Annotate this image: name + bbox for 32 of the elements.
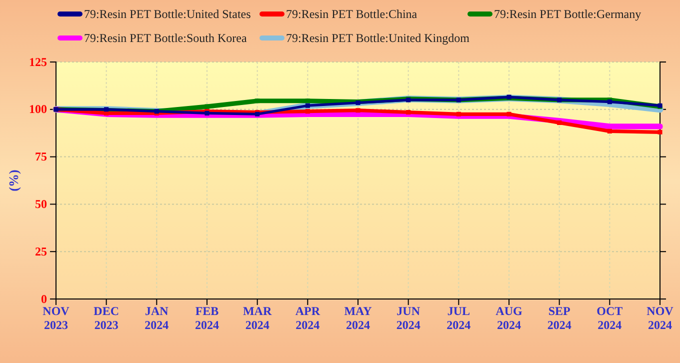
- y-tick-label: 125: [29, 54, 47, 69]
- y-tick-label: 50: [35, 197, 47, 212]
- y-tick-label: 0: [41, 292, 47, 306]
- point: [658, 130, 662, 134]
- x-tick-label: OCT 2024: [596, 304, 623, 332]
- y-axis-title: (%): [6, 170, 21, 192]
- x-tick-label: APR 2024: [295, 304, 320, 332]
- y-tick-label: 100: [29, 102, 47, 116]
- y-tick-label: 25: [35, 244, 47, 258]
- x-tick-label: JUL 2024: [446, 304, 471, 332]
- point: [204, 104, 210, 109]
- x-tick-label: SEP 2024: [547, 304, 572, 332]
- x-tick-label: NOV 2024: [646, 304, 674, 332]
- x-tick-label: JUN 2024: [396, 304, 420, 332]
- x-tick-label: MAR 2024: [242, 304, 272, 332]
- x-tick-label: AUG 2024: [496, 304, 522, 332]
- x-tick-label: JAN 2024: [144, 304, 169, 332]
- point: [356, 108, 360, 113]
- legend-label: 79:Resin PET Bottle:South Korea: [84, 31, 248, 45]
- x-tick-label: MAY 2024: [344, 304, 372, 332]
- y-tick-label: 75: [35, 150, 47, 164]
- point: [255, 98, 260, 104]
- point: [607, 128, 612, 134]
- point: [305, 98, 310, 104]
- x-tick-label: DEC 2023: [94, 304, 120, 332]
- legend-label: 79:Resin PET Bottle:China: [286, 7, 418, 21]
- point: [305, 109, 310, 114]
- legend-label: 79:Resin PET Bottle:Germany: [494, 7, 642, 21]
- x-tick-label: FEB 2024: [195, 304, 219, 332]
- legend-label: 79:Resin PET Bottle:United Kingdom: [286, 31, 470, 45]
- x-tick-label: NOV 2023: [42, 304, 70, 332]
- legend-label: 79:Resin PET Bottle:United States: [84, 7, 252, 21]
